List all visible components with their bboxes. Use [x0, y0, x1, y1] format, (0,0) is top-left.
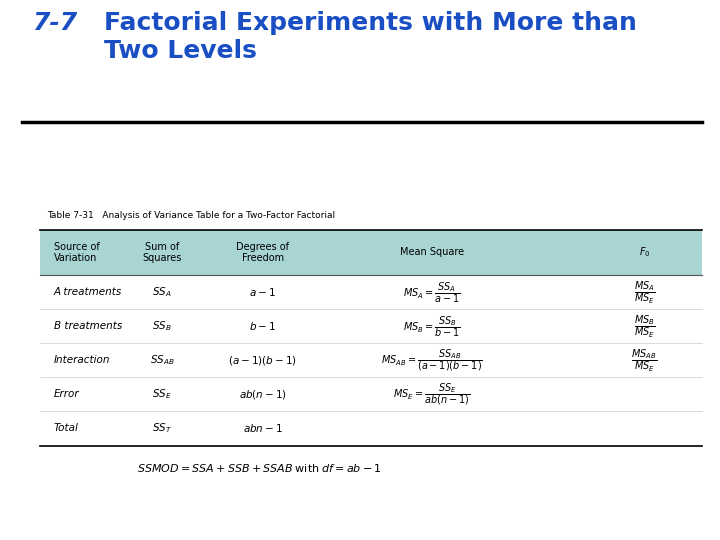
Text: $SSMOD = SSA + SSB + SSAB \; \mathrm{with} \; df = ab - 1$: $SSMOD = SSA + SSB + SSAB \; \mathrm{wit…	[137, 462, 382, 474]
Text: 7-7: 7-7	[32, 11, 78, 35]
Text: $MS_{AB} = \dfrac{SS_{AB}}{(a-1)(b-1)}$: $MS_{AB} = \dfrac{SS_{AB}}{(a-1)(b-1)}$	[381, 348, 483, 373]
Text: $F_0$: $F_0$	[639, 246, 650, 259]
Text: Mean Square: Mean Square	[400, 247, 464, 258]
Text: Total: Total	[54, 423, 79, 434]
Text: $MS_A = \dfrac{SS_A}{a-1}$: $MS_A = \dfrac{SS_A}{a-1}$	[403, 280, 461, 305]
Text: $a-1$: $a-1$	[249, 286, 276, 299]
Text: $SS_{AB}$: $SS_{AB}$	[150, 354, 174, 367]
Text: Error: Error	[54, 389, 80, 400]
Text: $abn-1$: $abn-1$	[243, 422, 283, 435]
Text: $SS_B$: $SS_B$	[152, 320, 172, 333]
Text: Table 7-31   Analysis of Variance Table for a Two-Factor Factorial: Table 7-31 Analysis of Variance Table fo…	[47, 211, 335, 220]
Text: $SS_E$: $SS_E$	[152, 388, 172, 401]
Text: $\dfrac{MS_{AB}}{MS_E}$: $\dfrac{MS_{AB}}{MS_E}$	[631, 347, 657, 374]
Text: $\dfrac{MS_B}{MS_E}$: $\dfrac{MS_B}{MS_E}$	[634, 313, 655, 340]
Text: A treatments: A treatments	[54, 287, 122, 298]
Text: Degrees of
Freedom: Degrees of Freedom	[236, 241, 289, 263]
Text: $SS_A$: $SS_A$	[152, 286, 172, 299]
Text: Source of
Variation: Source of Variation	[54, 241, 100, 263]
Text: B treatments: B treatments	[54, 321, 122, 332]
Text: Interaction: Interaction	[54, 355, 110, 366]
Text: $\dfrac{MS_A}{MS_E}$: $\dfrac{MS_A}{MS_E}$	[634, 279, 655, 306]
Text: $(a-1)(b-1)$: $(a-1)(b-1)$	[228, 354, 297, 367]
Text: $ab(n-1)$: $ab(n-1)$	[239, 388, 287, 401]
Text: $MS_B = \dfrac{SS_B}{b-1}$: $MS_B = \dfrac{SS_B}{b-1}$	[403, 314, 461, 339]
Text: $SS_T$: $SS_T$	[152, 422, 172, 435]
Text: $MS_E = \dfrac{SS_E}{ab(n-1)}$: $MS_E = \dfrac{SS_E}{ab(n-1)}$	[393, 382, 471, 407]
Text: Sum of
Squares: Sum of Squares	[143, 241, 181, 263]
Text: Factorial Experiments with More than
Two Levels: Factorial Experiments with More than Two…	[104, 11, 637, 63]
Text: $b-1$: $b-1$	[249, 320, 276, 333]
